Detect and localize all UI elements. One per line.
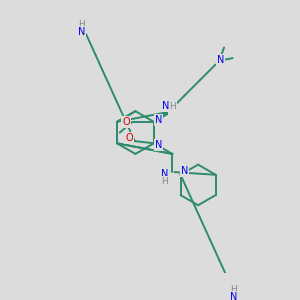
Text: O: O (122, 117, 130, 127)
Text: N: N (181, 166, 188, 176)
Text: N: N (217, 55, 224, 65)
Text: O: O (125, 133, 133, 143)
Text: H: H (231, 285, 237, 294)
Text: H: H (161, 177, 168, 186)
Text: N: N (162, 101, 170, 111)
Text: N: N (230, 292, 238, 300)
Text: H: H (169, 102, 176, 111)
Text: N: N (169, 104, 176, 114)
Text: N: N (155, 115, 163, 125)
Text: N: N (161, 169, 168, 179)
Text: H: H (78, 20, 85, 29)
Text: N: N (155, 140, 163, 150)
Text: N: N (78, 27, 85, 37)
